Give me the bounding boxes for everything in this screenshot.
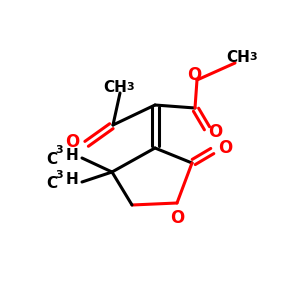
Text: H: H xyxy=(65,172,78,188)
Text: O: O xyxy=(187,66,201,84)
Text: C: C xyxy=(46,176,57,191)
Text: 3: 3 xyxy=(126,82,134,92)
Text: O: O xyxy=(218,139,232,157)
Text: O: O xyxy=(208,123,222,141)
Text: 3: 3 xyxy=(249,52,256,62)
Text: H: H xyxy=(65,148,78,163)
Text: 3: 3 xyxy=(56,170,63,180)
Text: CH: CH xyxy=(103,80,127,95)
Text: 3: 3 xyxy=(56,145,63,155)
Text: C: C xyxy=(46,152,57,166)
Text: CH: CH xyxy=(226,50,250,65)
Text: O: O xyxy=(65,133,79,151)
Text: O: O xyxy=(170,209,184,227)
